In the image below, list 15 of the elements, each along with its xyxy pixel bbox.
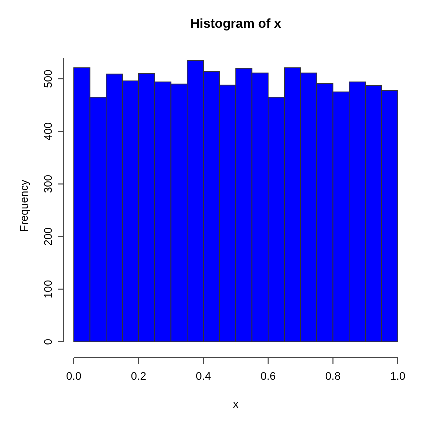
x-tick-label: 0.0 (66, 371, 82, 383)
x-tick-label: 0.2 (131, 371, 146, 383)
x-tick-label: 0.4 (196, 371, 212, 383)
y-tick-label: 100 (43, 280, 55, 299)
y-tick-label: 0 (43, 338, 55, 346)
y-axis-title: Frequency (19, 180, 31, 232)
x-tick-label: 0.6 (260, 371, 276, 383)
chart-title: Histogram of x (190, 16, 282, 31)
x-axis-title: x (233, 399, 240, 411)
y-tick-label: 300 (43, 175, 55, 194)
y-tick-label: 200 (43, 228, 55, 246)
x-tick-label: 0.8 (326, 371, 341, 383)
y-tick-label: 500 (43, 70, 55, 88)
x-tick-label: 1.0 (390, 371, 406, 383)
y-tick-label: 400 (43, 122, 55, 141)
